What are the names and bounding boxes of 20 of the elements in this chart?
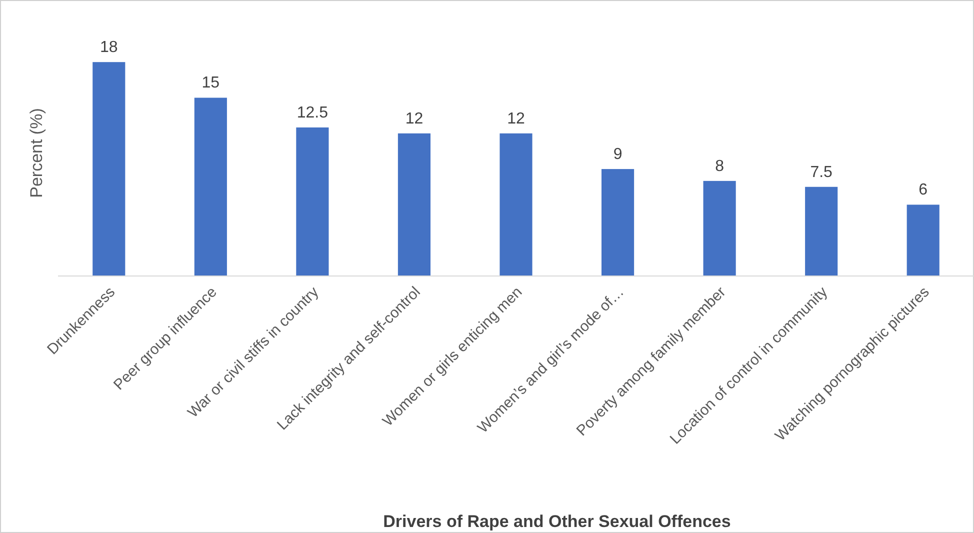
- data-label: 8: [715, 158, 724, 175]
- bar: [805, 186, 838, 276]
- y-axis-title: Percent (%): [27, 108, 46, 198]
- x-axis-title: Drivers of Rape and Other Sexual Offences: [383, 512, 731, 531]
- bar: [601, 169, 634, 276]
- bar: [500, 133, 532, 276]
- bar: [906, 204, 940, 276]
- data-label: 15: [202, 74, 220, 92]
- data-label: 9: [613, 146, 622, 164]
- data-label: 18: [100, 39, 118, 56]
- data-label: 6: [918, 182, 928, 199]
- data-label: 7.5: [810, 164, 833, 181]
- bar: [296, 127, 329, 276]
- bar: [703, 180, 736, 276]
- bar: [194, 98, 227, 276]
- data-label: 12: [405, 110, 424, 128]
- bar: [398, 133, 431, 276]
- data-label: 12: [507, 110, 525, 128]
- bar: [92, 62, 126, 276]
- data-label: 12.5: [296, 104, 328, 122]
